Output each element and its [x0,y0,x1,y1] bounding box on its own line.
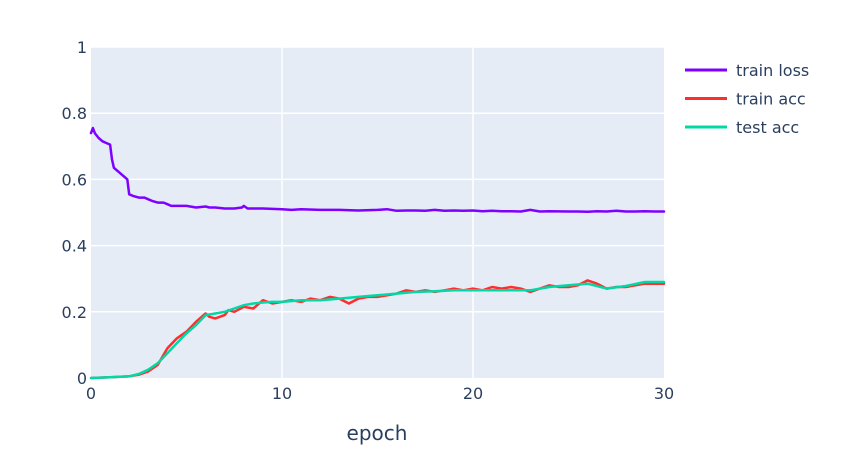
legend: train loss train acc test acc [685,61,809,137]
series-line-test-acc [89,280,666,380]
x-tick-label: 0 [86,384,96,403]
x-axis-title: epoch [347,421,408,445]
y-tick-label: 0.6 [62,170,87,189]
x-tick-label: 10 [272,384,292,403]
series-layer [89,126,666,380]
grid-lines [91,46,664,378]
x-tick-label: 20 [463,384,483,403]
y-tick-label: 1 [77,38,87,57]
y-tick-label: 0.2 [62,303,87,322]
legend-label: train loss [736,61,809,80]
y-tick-label: 0.4 [62,237,87,256]
axis-ticks: 00.20.40.60.810 10 20 30 [62,38,675,403]
legend-label: train acc [736,90,806,109]
legend-label: test acc [736,118,799,137]
y-tick-label: 0.8 [62,104,87,123]
series-line-train-acc [89,279,666,380]
x-tick-label: 30 [654,384,674,403]
y-tick-label: 0 [77,369,87,388]
series-line-train-loss [89,126,666,214]
